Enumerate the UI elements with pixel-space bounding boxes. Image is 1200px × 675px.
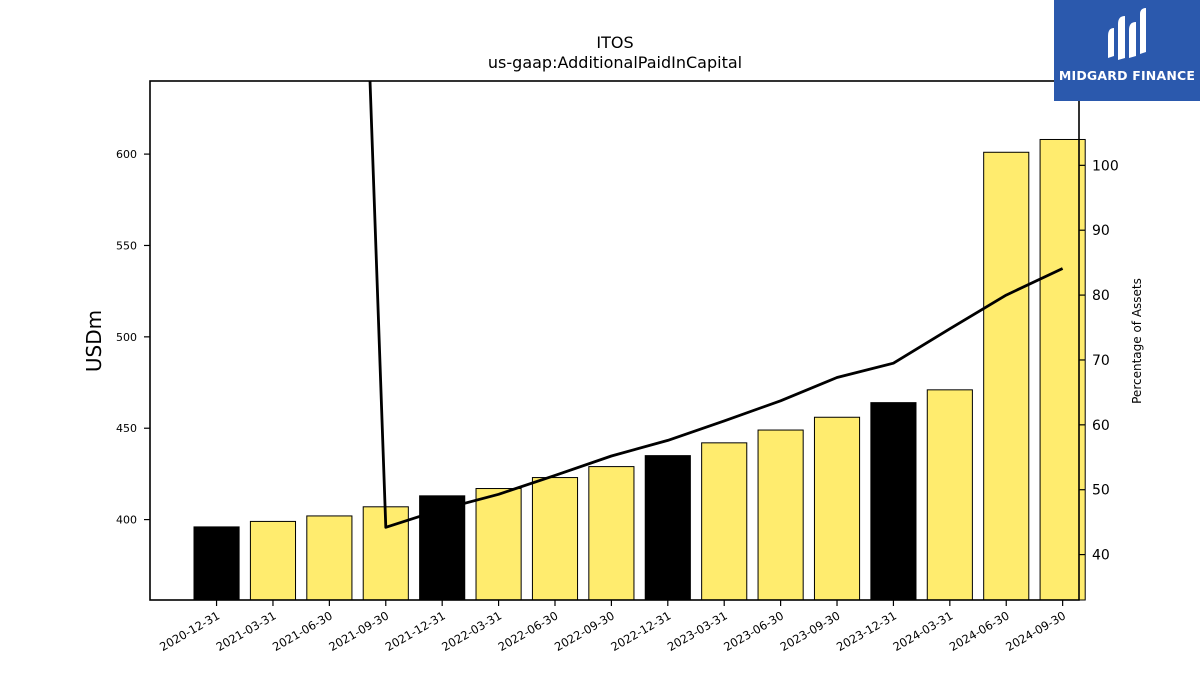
y-tick-label: 600 — [116, 148, 137, 161]
y2-tick-label: 60 — [1092, 418, 1110, 434]
bar-2022-09-30 — [588, 466, 635, 601]
x-tick-label: 2021-09-30 — [326, 608, 391, 654]
plot-frame — [149, 80, 1080, 601]
bar-2021-03-31 — [249, 520, 297, 601]
x-tick-label: 2022-03-31 — [439, 608, 504, 654]
y2-tick-label: 100 — [1092, 158, 1119, 174]
y2-tick-label: 80 — [1092, 288, 1110, 304]
bar-2023-06-30 — [757, 429, 804, 601]
chart-title: ITOS — [596, 33, 633, 52]
bar-2023-09-30 — [813, 416, 861, 601]
x-tick-label: 2023-09-30 — [778, 608, 843, 654]
x-tick-label: 2023-12-31 — [834, 608, 899, 654]
x-tick-label: 2022-12-31 — [608, 608, 673, 654]
x-tick-label: 2021-12-31 — [383, 608, 448, 654]
y-tick-label: 400 — [116, 514, 137, 527]
bar-group — [193, 138, 1086, 601]
y2-tick-label: 40 — [1092, 548, 1110, 564]
y-axis-label: USDm — [82, 310, 106, 372]
bar-2023-12-31 — [870, 402, 917, 601]
bar-2022-06-30 — [531, 477, 579, 601]
logo-text: MIDGARD FINANCE — [1058, 68, 1196, 83]
chart-subtitle: us-gaap:AdditionalPaidInCapital — [488, 53, 742, 72]
bar-2022-03-31 — [475, 488, 522, 601]
midgard-finance-logo: MIDGARD FINANCE — [1054, 0, 1200, 101]
x-tick-label: 2023-03-31 — [665, 608, 730, 654]
bar-2022-12-31 — [644, 455, 691, 601]
line-group — [368, 81, 1064, 529]
bar-2024-09-30 — [1039, 138, 1086, 601]
y-tick-label: 500 — [116, 331, 137, 344]
x-tick-label: 2022-09-30 — [552, 608, 617, 654]
bar-2021-06-30 — [306, 515, 353, 601]
bar-2021-12-31 — [419, 495, 466, 601]
x-tick-label: 2021-06-30 — [270, 608, 335, 654]
y-tick-label: 550 — [116, 239, 137, 252]
logo-mark-icon — [1108, 8, 1146, 60]
y-tick-label: 450 — [116, 422, 137, 435]
percentage-of-assets-line — [368, 81, 1064, 529]
x-tick-label: 2022-06-30 — [496, 608, 561, 654]
y2-tick-label: 90 — [1092, 223, 1110, 239]
x-tick-label: 2020-12-31 — [157, 608, 222, 654]
x-tick-label: 2024-09-30 — [1003, 608, 1068, 654]
y2-tick-label: 70 — [1092, 353, 1110, 369]
x-tick-label: 2023-06-30 — [721, 608, 786, 654]
bar-2023-03-31 — [701, 442, 748, 601]
bar-2024-03-31 — [926, 389, 973, 601]
y2-tick-label: 50 — [1092, 483, 1110, 499]
bar-2024-06-30 — [983, 151, 1030, 601]
x-tick-label: 2024-03-31 — [890, 608, 955, 654]
x-tick-label: 2024-06-30 — [947, 608, 1012, 654]
bar-2020-12-31 — [193, 526, 240, 601]
x-tick-label: 2021-03-31 — [214, 608, 279, 654]
y2-axis-label: Percentage of Assets — [1130, 278, 1144, 404]
